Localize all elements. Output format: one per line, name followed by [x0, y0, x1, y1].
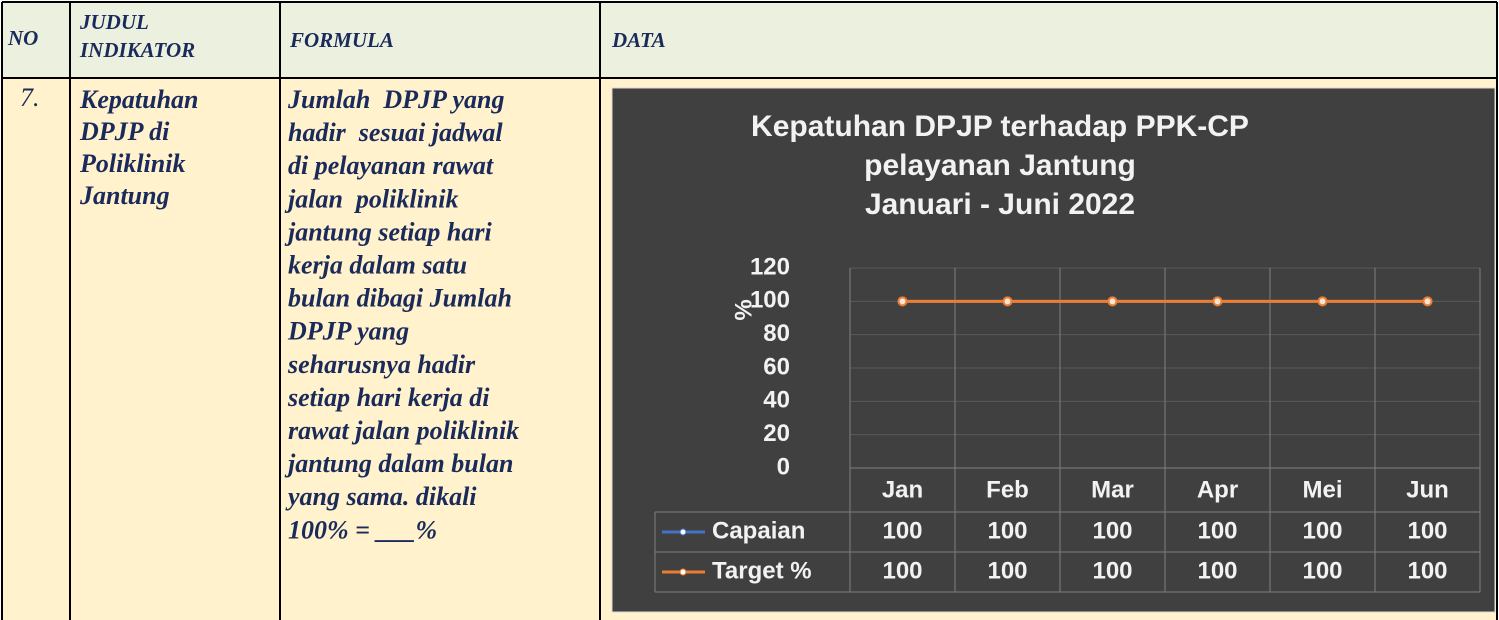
formula-line: Jumlah DPJP yang: [287, 85, 504, 114]
data-table-value: 100: [882, 517, 922, 544]
formula-line: kerja dalam satu: [288, 250, 467, 279]
formula-line: jantung dalam bulan: [284, 449, 513, 478]
chart-bg: [611, 87, 1496, 613]
formula-line: rawat jalan poliklinik: [288, 416, 519, 445]
row-number: 7.: [20, 83, 40, 112]
data-table-value: 100: [1092, 557, 1132, 584]
data-table-value: 100: [1092, 517, 1132, 544]
x-tick-label: Apr: [1197, 476, 1238, 503]
y-tick-label: 60: [763, 353, 790, 380]
indicator-title: Jantung: [79, 181, 170, 210]
header-cell: NO: [7, 26, 38, 50]
x-tick-label: Mar: [1091, 476, 1134, 503]
point: [1107, 296, 1118, 307]
formula-line: 100% = ___%: [288, 515, 437, 544]
data-table-value: 100: [987, 557, 1027, 584]
indicator-title: DPJP di: [79, 117, 170, 146]
x-tick-label: Mei: [1302, 476, 1342, 503]
data-table-value: 100: [1197, 557, 1237, 584]
y-tick-label: 40: [763, 387, 790, 414]
legend-marker: [679, 528, 687, 536]
header-cell: FORMULA: [289, 28, 394, 52]
y-tick-label: 100: [750, 287, 790, 314]
data-table-value: 100: [1302, 517, 1342, 544]
point: [1317, 296, 1328, 307]
formula-line: yang sama. dikali: [285, 482, 477, 511]
point: [897, 296, 908, 307]
point: [1212, 296, 1223, 307]
data-table-value: 100: [987, 517, 1027, 544]
chart-title: pelayanan Jantung: [864, 149, 1136, 182]
chart-title: Januari - Juni 2022: [865, 188, 1135, 221]
legend-marker: [679, 568, 687, 576]
data-table-value: 100: [1197, 517, 1237, 544]
x-tick-label: Feb: [986, 476, 1029, 503]
y-tick-label: 80: [763, 320, 790, 347]
formula-line: jantung setiap hari: [284, 217, 493, 246]
point: [1002, 296, 1013, 307]
formula-line: DPJP yang: [287, 317, 409, 346]
point: [1422, 296, 1433, 307]
y-tick-label: 20: [763, 420, 790, 447]
header-bg: [2, 2, 1497, 78]
indicator-title: Kepatuhan: [79, 85, 199, 114]
legend-label: Target %: [712, 557, 812, 584]
formula-line: jalan poliklinik: [284, 184, 459, 213]
header-cell: JUDUL: [79, 10, 149, 34]
data-table-value: 100: [1407, 517, 1447, 544]
legend-label: Capaian: [712, 517, 805, 544]
formula-line: seharusnya hadir: [287, 350, 476, 379]
header-cell: DATA: [611, 28, 666, 52]
formula-line: hadir sesuai jadwal: [288, 118, 503, 147]
y-tick-label: 120: [750, 253, 790, 280]
x-tick-label: Jun: [1406, 476, 1449, 503]
data-table-value: 100: [882, 557, 922, 584]
chart-title: Kepatuhan DPJP terhadap PPK-CP: [751, 110, 1249, 143]
y-axis-label: %: [730, 299, 757, 320]
y-tick-label: 0: [777, 453, 790, 480]
x-tick-label: Jan: [882, 476, 923, 503]
indicator-title: Poliklinik: [79, 149, 185, 178]
formula-line: di pelayanan rawat: [288, 151, 494, 180]
formula-line: bulan dibagi Jumlah: [288, 284, 512, 313]
header-cell: INDIKATOR: [79, 38, 195, 62]
data-table-value: 100: [1302, 557, 1342, 584]
formula-line: setiap hari kerja di: [287, 383, 490, 412]
data-table-value: 100: [1407, 557, 1447, 584]
